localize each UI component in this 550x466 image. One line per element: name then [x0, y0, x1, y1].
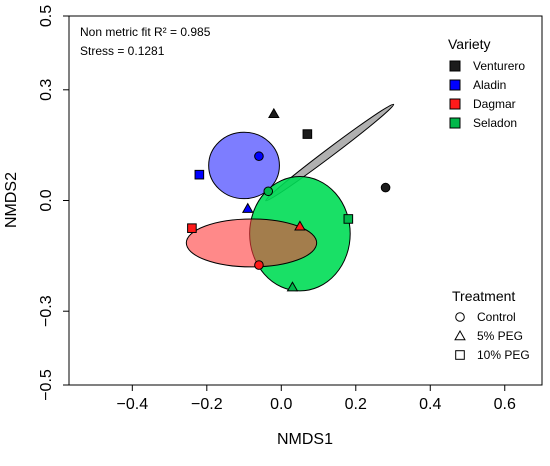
legend-label-aladin: Aladin [473, 78, 506, 92]
legend-marker-triangle [454, 330, 466, 341]
point-aladin-5-peg [241, 202, 254, 213]
legend-marker-circle [455, 312, 465, 322]
stress-annotation: Stress = 0.1281 [80, 44, 165, 58]
legend-label-dagmar: Dagmar [473, 97, 516, 111]
point-venturero-5-peg [268, 107, 280, 118]
treatment-legend: Treatment Control 5% PEG 10% PEG [452, 288, 530, 362]
ellipse-aladin [208, 131, 280, 200]
point-aladin-10-peg [194, 169, 205, 180]
variety-legend: Variety Venturero Aladin Dagmar Seladon [448, 36, 525, 130]
legend-label-seladon: Seladon [473, 116, 517, 130]
y-tick-label: −0.3 [38, 295, 55, 327]
y-tick-label: −0.5 [38, 369, 55, 401]
point-dagmar-10-peg [187, 223, 197, 233]
point-seladon-10-peg [343, 214, 354, 224]
ellipses-layer [185, 103, 395, 292]
y-axis-label: NMDS2 [3, 172, 20, 228]
point-seladon-5-peg [286, 281, 299, 292]
legend-treatment-label: 10% PEG [477, 348, 530, 362]
points-layer [187, 107, 391, 292]
y-tick-label: 0.5 [38, 5, 55, 27]
x-tick-label: 0.4 [419, 396, 441, 413]
x-tick-label: −0.2 [191, 396, 223, 413]
legend-treatment-label: Control [477, 310, 516, 324]
point-venturero-10-peg [302, 129, 313, 139]
x-tick-label: −0.4 [117, 396, 149, 413]
legend-swatch-dagmar [449, 98, 461, 110]
point-venturero-control [380, 182, 391, 193]
y-tick-label: 0.3 [38, 79, 55, 101]
x-axis: −0.4 −0.2 0.0 0.2 0.4 0.6 [117, 384, 516, 413]
legend-swatch-venturero [449, 60, 461, 72]
legend-label-venturero: Venturero [473, 59, 525, 73]
legend-treatment-label: 5% PEG [477, 329, 523, 343]
variety-legend-title: Variety [448, 36, 491, 52]
legend-swatch-seladon [449, 117, 461, 129]
treatment-legend-title: Treatment [452, 288, 515, 304]
fit-annotation: Non metric fit R² = 0.985 [80, 25, 211, 39]
x-tick-label: 0.0 [270, 396, 292, 413]
x-tick-label: 0.2 [345, 396, 367, 413]
x-tick-label: 0.6 [494, 396, 516, 413]
point-dagmar-5-peg [294, 220, 306, 231]
y-tick-label: 0.0 [38, 189, 55, 211]
y-axis: 0.5 0.3 0.0 −0.3 −0.5 [38, 5, 70, 401]
point-aladin-control [254, 151, 264, 162]
x-axis-label: NMDS1 [277, 431, 333, 448]
point-seladon-control [263, 186, 274, 197]
legend-swatch-aladin [449, 79, 461, 91]
ellipse-dagmar [185, 218, 318, 268]
point-dagmar-control [254, 260, 264, 270]
legend-marker-square [455, 350, 465, 360]
